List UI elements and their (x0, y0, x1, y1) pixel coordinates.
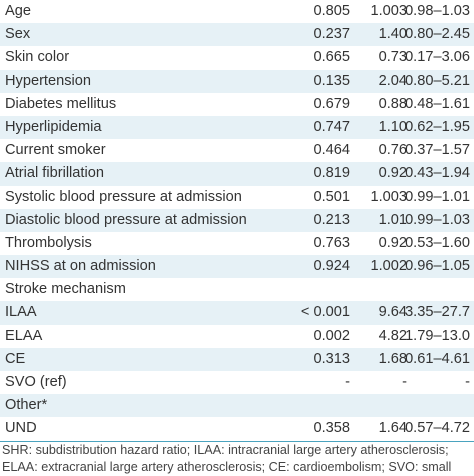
table-row: Age 0.805 1.003 0.98–1.03 (0, 0, 474, 23)
shr-cell: 0.76 (378, 142, 407, 159)
shr-cell: 0.88 (378, 95, 407, 112)
shr-cell: 0.92 (378, 165, 407, 182)
row-label: ELAA (5, 327, 43, 344)
p-value-cell: 0.464 (313, 142, 350, 159)
table-row: Thrombolysis 0.763 0.92 0.53–1.60 (0, 232, 474, 255)
row-label: ILAA (5, 304, 37, 321)
row-label: Thrombolysis (5, 234, 92, 251)
shr-cell: 9.64 (378, 304, 407, 321)
shr-cell: 1.003 (370, 188, 407, 205)
table-row: Stroke mechanism (0, 278, 474, 301)
table-row: ILAA < 0.001 9.64 3.35–27.7 (0, 301, 474, 325)
row-label: Diastolic blood pressure at admission (5, 211, 247, 228)
p-value-cell: 0.358 (313, 420, 350, 437)
row-label: SVO (ref) (5, 374, 67, 390)
p-value-cell: 0.819 (313, 165, 350, 182)
table-row: Diabetes mellitus 0.679 0.88 0.48–1.61 (0, 93, 474, 116)
row-label: UND (5, 420, 37, 437)
p-value-cell: 0.501 (313, 188, 350, 205)
p-value-cell: 0.924 (313, 258, 350, 275)
table-row: UND 0.358 1.64 0.57–4.72 (0, 417, 474, 440)
ci-cell: 0.17–3.06 (405, 49, 470, 66)
p-value-cell: 0.313 (313, 350, 350, 367)
shr-cell: 0.92 (378, 234, 407, 251)
table-row: Other* (0, 394, 474, 418)
ci-cell: 0.99–1.01 (405, 188, 470, 205)
row-label: NIHSS at on admission (5, 258, 156, 275)
row-label: Sex (5, 26, 31, 43)
ci-cell: 0.37–1.57 (405, 142, 470, 159)
table-footnote: ELAA: extracranial large artery atherosc… (2, 459, 452, 474)
shr-cell: 1.64 (378, 420, 407, 437)
ci-cell: 0.80–5.21 (405, 72, 470, 89)
p-value-cell: 0.002 (313, 327, 350, 344)
table-row: Skin color 0.665 0.73 0.17–3.06 (0, 46, 474, 69)
table-row: SVO (ref) - - - (0, 371, 474, 394)
row-label: Systolic blood pressure at admission (5, 188, 242, 205)
table-row: Sex 0.237 1.40 0.80–2.45 (0, 23, 474, 47)
row-label: Other* (5, 397, 48, 414)
ci-cell: 0.48–1.61 (405, 95, 470, 112)
shr-cell: 1.68 (378, 350, 407, 367)
row-label: Diabetes mellitus (5, 95, 117, 112)
ci-cell: 3.35–27.7 (405, 304, 470, 321)
shr-cell: 1.40 (378, 26, 407, 43)
table-row: Hypertension 0.135 2.04 0.80–5.21 (0, 69, 474, 93)
p-value-cell: 0.237 (313, 26, 350, 43)
table-bottom-rule (0, 440, 474, 442)
table-row: ELAA 0.002 4.82 1.79–13.0 (0, 325, 474, 348)
shr-cell: 1.003 (370, 3, 407, 19)
p-value-cell: 0.135 (313, 72, 350, 89)
p-value-cell: < 0.001 (300, 304, 350, 321)
shr-cell: 4.82 (378, 327, 407, 344)
ci-cell: 0.43–1.94 (405, 165, 470, 182)
ci-cell: 0.61–4.61 (405, 350, 470, 367)
table-row: Hyperlipidemia 0.747 1.10 0.62–1.95 (0, 115, 474, 140)
row-label: CE (5, 350, 26, 367)
row-label: Skin color (5, 49, 70, 66)
ci-cell: 0.80–2.45 (405, 26, 470, 43)
ci-cell: 0.99–1.03 (405, 211, 470, 228)
shr-cell: 1.002 (370, 258, 407, 275)
table-footnote: SHR: subdistribution hazard ratio; ILAA:… (2, 442, 449, 457)
ci-cell: 0.53–1.60 (405, 234, 470, 251)
p-value-cell: 0.679 (313, 95, 350, 112)
ci-cell: 1.79–13.0 (405, 327, 470, 344)
p-value-cell: 0.747 (313, 118, 350, 135)
table-row: Systolic blood pressure at admission 0.50… (0, 186, 474, 209)
row-label: Current smoker (5, 142, 106, 159)
p-value-cell: 0.213 (313, 211, 350, 228)
table-row: Current smoker 0.464 0.76 0.37–1.57 (0, 139, 474, 162)
table-row: CE 0.313 1.68 0.61–4.61 (0, 347, 474, 371)
ci-cell: 0.57–4.72 (405, 420, 470, 437)
p-value-cell: 0.805 (313, 3, 350, 19)
shr-cell: 0.73 (378, 49, 407, 66)
ci-cell: 0.62–1.95 (405, 118, 470, 135)
row-label: Hypertension (5, 72, 91, 89)
row-label: Hyperlipidemia (5, 118, 102, 135)
row-label: Stroke mechanism (5, 281, 126, 298)
table-row: Atrial fibrillation 0.819 0.92 0.43–1.94 (0, 162, 474, 186)
table-row: Diastolic blood pressure at admission 0.2… (0, 208, 474, 232)
p-value-cell: - (345, 374, 350, 390)
p-value-cell: 0.665 (313, 49, 350, 66)
shr-cell: 1.10 (378, 118, 407, 135)
ci-cell: - (465, 374, 470, 390)
row-label: Age (5, 3, 31, 19)
row-label: Atrial fibrillation (5, 165, 104, 182)
ci-cell: 0.98–1.03 (405, 3, 470, 19)
shr-cell: - (402, 374, 407, 390)
table-row: NIHSS at on admission 0.924 1.002 0.96–1.05 (0, 255, 474, 279)
p-value-cell: 0.763 (313, 234, 350, 251)
shr-cell: 2.04 (378, 72, 407, 89)
ci-cell: 0.96–1.05 (405, 258, 470, 275)
shr-cell: 1.01 (378, 211, 407, 228)
